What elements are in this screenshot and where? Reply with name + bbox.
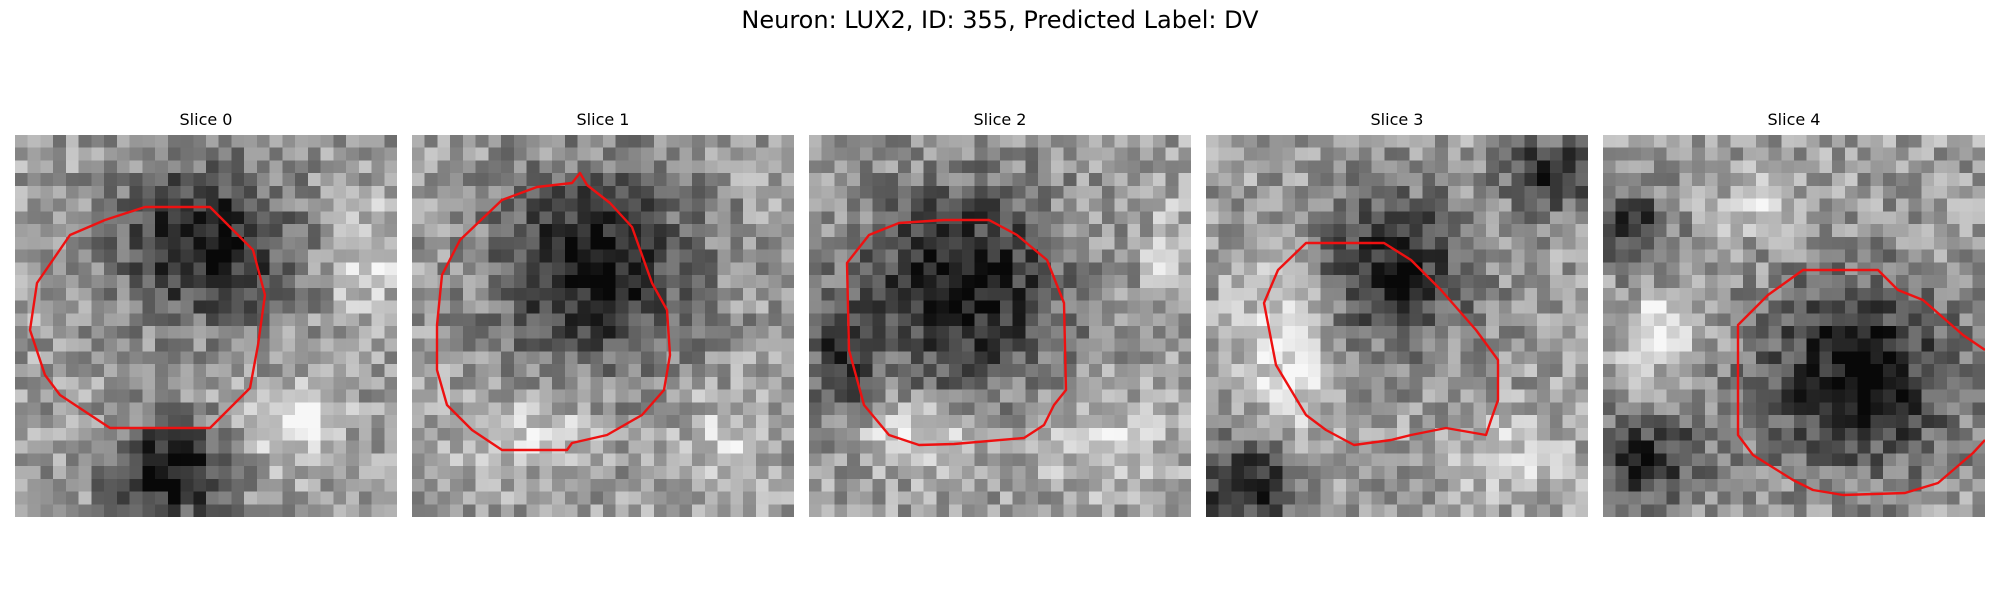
slice-title-4: Slice 4 — [1767, 110, 1821, 129]
slice-title-3: Slice 3 — [1370, 110, 1424, 129]
microscopy-image-3 — [1206, 135, 1588, 517]
slice-image-1 — [412, 135, 794, 517]
slice-title-0: Slice 0 — [179, 110, 233, 129]
slice-image-0 — [15, 135, 397, 517]
roi-outline-4 — [1736, 268, 1985, 497]
roi-outline-0 — [28, 205, 267, 430]
microscopy-image-2 — [809, 135, 1191, 517]
slice-title-2: Slice 2 — [973, 110, 1027, 129]
roi-outline-1 — [435, 171, 672, 452]
roi-contour-2 — [845, 218, 1068, 447]
roi-contour-3 — [1262, 241, 1500, 447]
microscopy-image-0 — [15, 135, 397, 517]
slice-image-4 — [1603, 135, 1985, 517]
slice-image-3 — [1206, 135, 1588, 517]
roi-contour-1 — [435, 171, 672, 452]
slice-panel-0: Slice 0 — [15, 108, 397, 517]
slice-panel-4: Slice 4 — [1603, 108, 1985, 517]
slice-panel-1: Slice 1 — [412, 108, 794, 517]
roi-contour-4 — [1736, 268, 1985, 497]
roi-contour-0 — [28, 205, 267, 430]
slice-image-2 — [809, 135, 1191, 517]
microscopy-image-1 — [412, 135, 794, 517]
roi-outline-2 — [845, 218, 1068, 447]
roi-outline-3 — [1262, 241, 1500, 447]
slice-panel-2: Slice 2 — [809, 108, 1191, 517]
slice-title-1: Slice 1 — [576, 110, 630, 129]
microscopy-image-4 — [1603, 135, 1985, 517]
slice-panel-3: Slice 3 — [1206, 108, 1588, 517]
figure-title: Neuron: LUX2, ID: 355, Predicted Label: … — [741, 6, 1259, 34]
